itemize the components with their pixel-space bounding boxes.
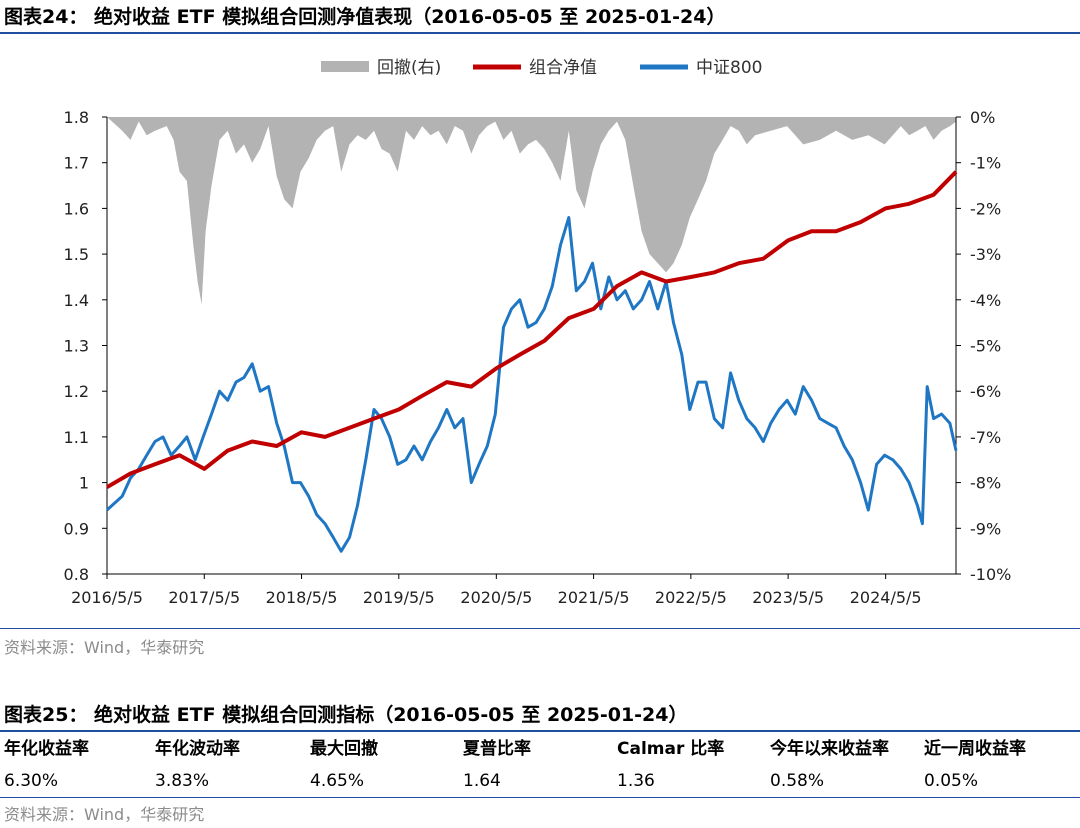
header-max-drawdown: 最大回撤 xyxy=(310,739,378,759)
legend-drawdown: 回撤(右) xyxy=(321,58,441,78)
header-week-return: 近一周收益率 xyxy=(924,739,1026,759)
y-right-tick-label: 0% xyxy=(970,108,995,127)
x-tick-label: 2019/5/5 xyxy=(363,588,435,607)
csi800-line xyxy=(105,216,958,553)
figure1-title-rule xyxy=(0,32,1080,34)
x-tick-label: 2024/5/5 xyxy=(850,588,922,607)
y-left-tick-label: 0.9 xyxy=(64,519,89,538)
axes-layer: 0.8 0.9 1 1.1 1.2 1.3 1.4 1.5 1.6 1.7 1.8 0% -1% -2% -… xyxy=(64,108,1012,607)
header-calmar: Calmar 比率 xyxy=(617,739,725,759)
y-right-tick-label: -5% xyxy=(970,337,1001,356)
x-tick-label: 2018/5/5 xyxy=(266,588,338,607)
backtest-chart: 回撤(右) 组合净值 中证800 0.8 0.9 1 1.1 1.2 1.3 1.4 1.5 1.6… xyxy=(64,58,1012,607)
figure2-source-rule xyxy=(0,797,1080,798)
header-annual-volatility: 年化波动率 xyxy=(155,739,240,759)
y-left-tick-label: 1.6 xyxy=(64,199,89,218)
drawdown-area xyxy=(107,117,956,305)
y-right-tick-label: -2% xyxy=(970,199,1001,218)
value-calmar: 1.36 xyxy=(617,771,655,791)
y-left-tick-label: 1.2 xyxy=(64,382,89,401)
x-tick-label: 2017/5/5 xyxy=(168,588,240,607)
metrics-value-row: 6.30% 3.83% 4.65% 1.64 1.36 0.58% 0.05% xyxy=(0,766,1080,796)
figure2-title: 图表25： 绝对收益 ETF 模拟组合回测指标（2016-05-05 至 202… xyxy=(4,704,688,726)
y-right-tick-label: -10% xyxy=(970,565,1011,584)
figure2-title-rule xyxy=(0,730,1080,732)
x-tick-label: 2016/5/5 xyxy=(71,588,143,607)
value-sharpe: 1.64 xyxy=(463,771,501,791)
header-annual-return: 年化收益率 xyxy=(4,739,89,759)
figure1-source-rule xyxy=(0,628,1080,629)
legend-csi800: 中证800 xyxy=(640,58,762,78)
y-left-tick-label: 1.5 xyxy=(64,245,89,264)
legend-drawdown-label: 回撤(右) xyxy=(377,58,441,78)
y-right-tick-label: -3% xyxy=(970,245,1001,264)
legend-csi800-label: 中证800 xyxy=(696,58,762,78)
y-right-tick-label: -4% xyxy=(970,291,1001,310)
y-left-tick-label: 1 xyxy=(79,474,89,493)
y-left-tick-label: 1.7 xyxy=(64,154,89,173)
y-right-tick-label: -9% xyxy=(970,519,1001,538)
y-left-tick-label: 0.8 xyxy=(64,565,89,584)
y-left-tick-label: 1.8 xyxy=(64,108,89,127)
value-week-return: 0.05% xyxy=(924,771,979,791)
value-annual-return: 6.30% xyxy=(4,771,59,791)
line-layer xyxy=(105,170,958,553)
header-sharpe: 夏普比率 xyxy=(463,739,531,759)
y-left-tick-label: 1.3 xyxy=(64,337,89,356)
y-left-tick-label: 1.1 xyxy=(64,428,89,447)
portfolio-nav-line xyxy=(105,170,958,489)
y-right-tick-label: -6% xyxy=(970,382,1001,401)
x-tick-label: 2021/5/5 xyxy=(558,588,630,607)
value-max-drawdown: 4.65% xyxy=(310,771,365,791)
x-tick-label: 2020/5/5 xyxy=(460,588,532,607)
x-tick-label: 2022/5/5 xyxy=(655,588,727,607)
figure1-source: 资料来源：Wind，华泰研究 xyxy=(4,638,205,657)
drawdown-area-layer xyxy=(107,117,956,305)
chart-legend: 回撤(右) 组合净值 中证800 xyxy=(321,58,762,78)
y-right-tick-label: -1% xyxy=(970,154,1001,173)
y-right-tick-label: -7% xyxy=(970,428,1001,447)
legend-portfolio: 组合净值 xyxy=(473,58,597,78)
legend-drawdown-swatch xyxy=(321,61,369,72)
value-annual-volatility: 3.83% xyxy=(155,771,210,791)
legend-portfolio-label: 组合净值 xyxy=(529,58,597,78)
figure1-title: 图表24： 绝对收益 ETF 模拟组合回测净值表现（2016-05-05 至 2… xyxy=(4,6,726,28)
header-ytd-return: 今年以来收益率 xyxy=(770,739,889,759)
value-ytd-return: 0.58% xyxy=(770,771,825,791)
y-left-tick-label: 1.4 xyxy=(64,291,89,310)
metrics-header-row: 年化收益率 年化波动率 最大回撤 夏普比率 Calmar 比率 今年以来收益率 … xyxy=(0,734,1080,764)
y-right-tick-label: -8% xyxy=(970,474,1001,493)
x-tick-label: 2023/5/5 xyxy=(752,588,824,607)
figure2-source: 资料来源：Wind，华泰研究 xyxy=(4,805,205,824)
